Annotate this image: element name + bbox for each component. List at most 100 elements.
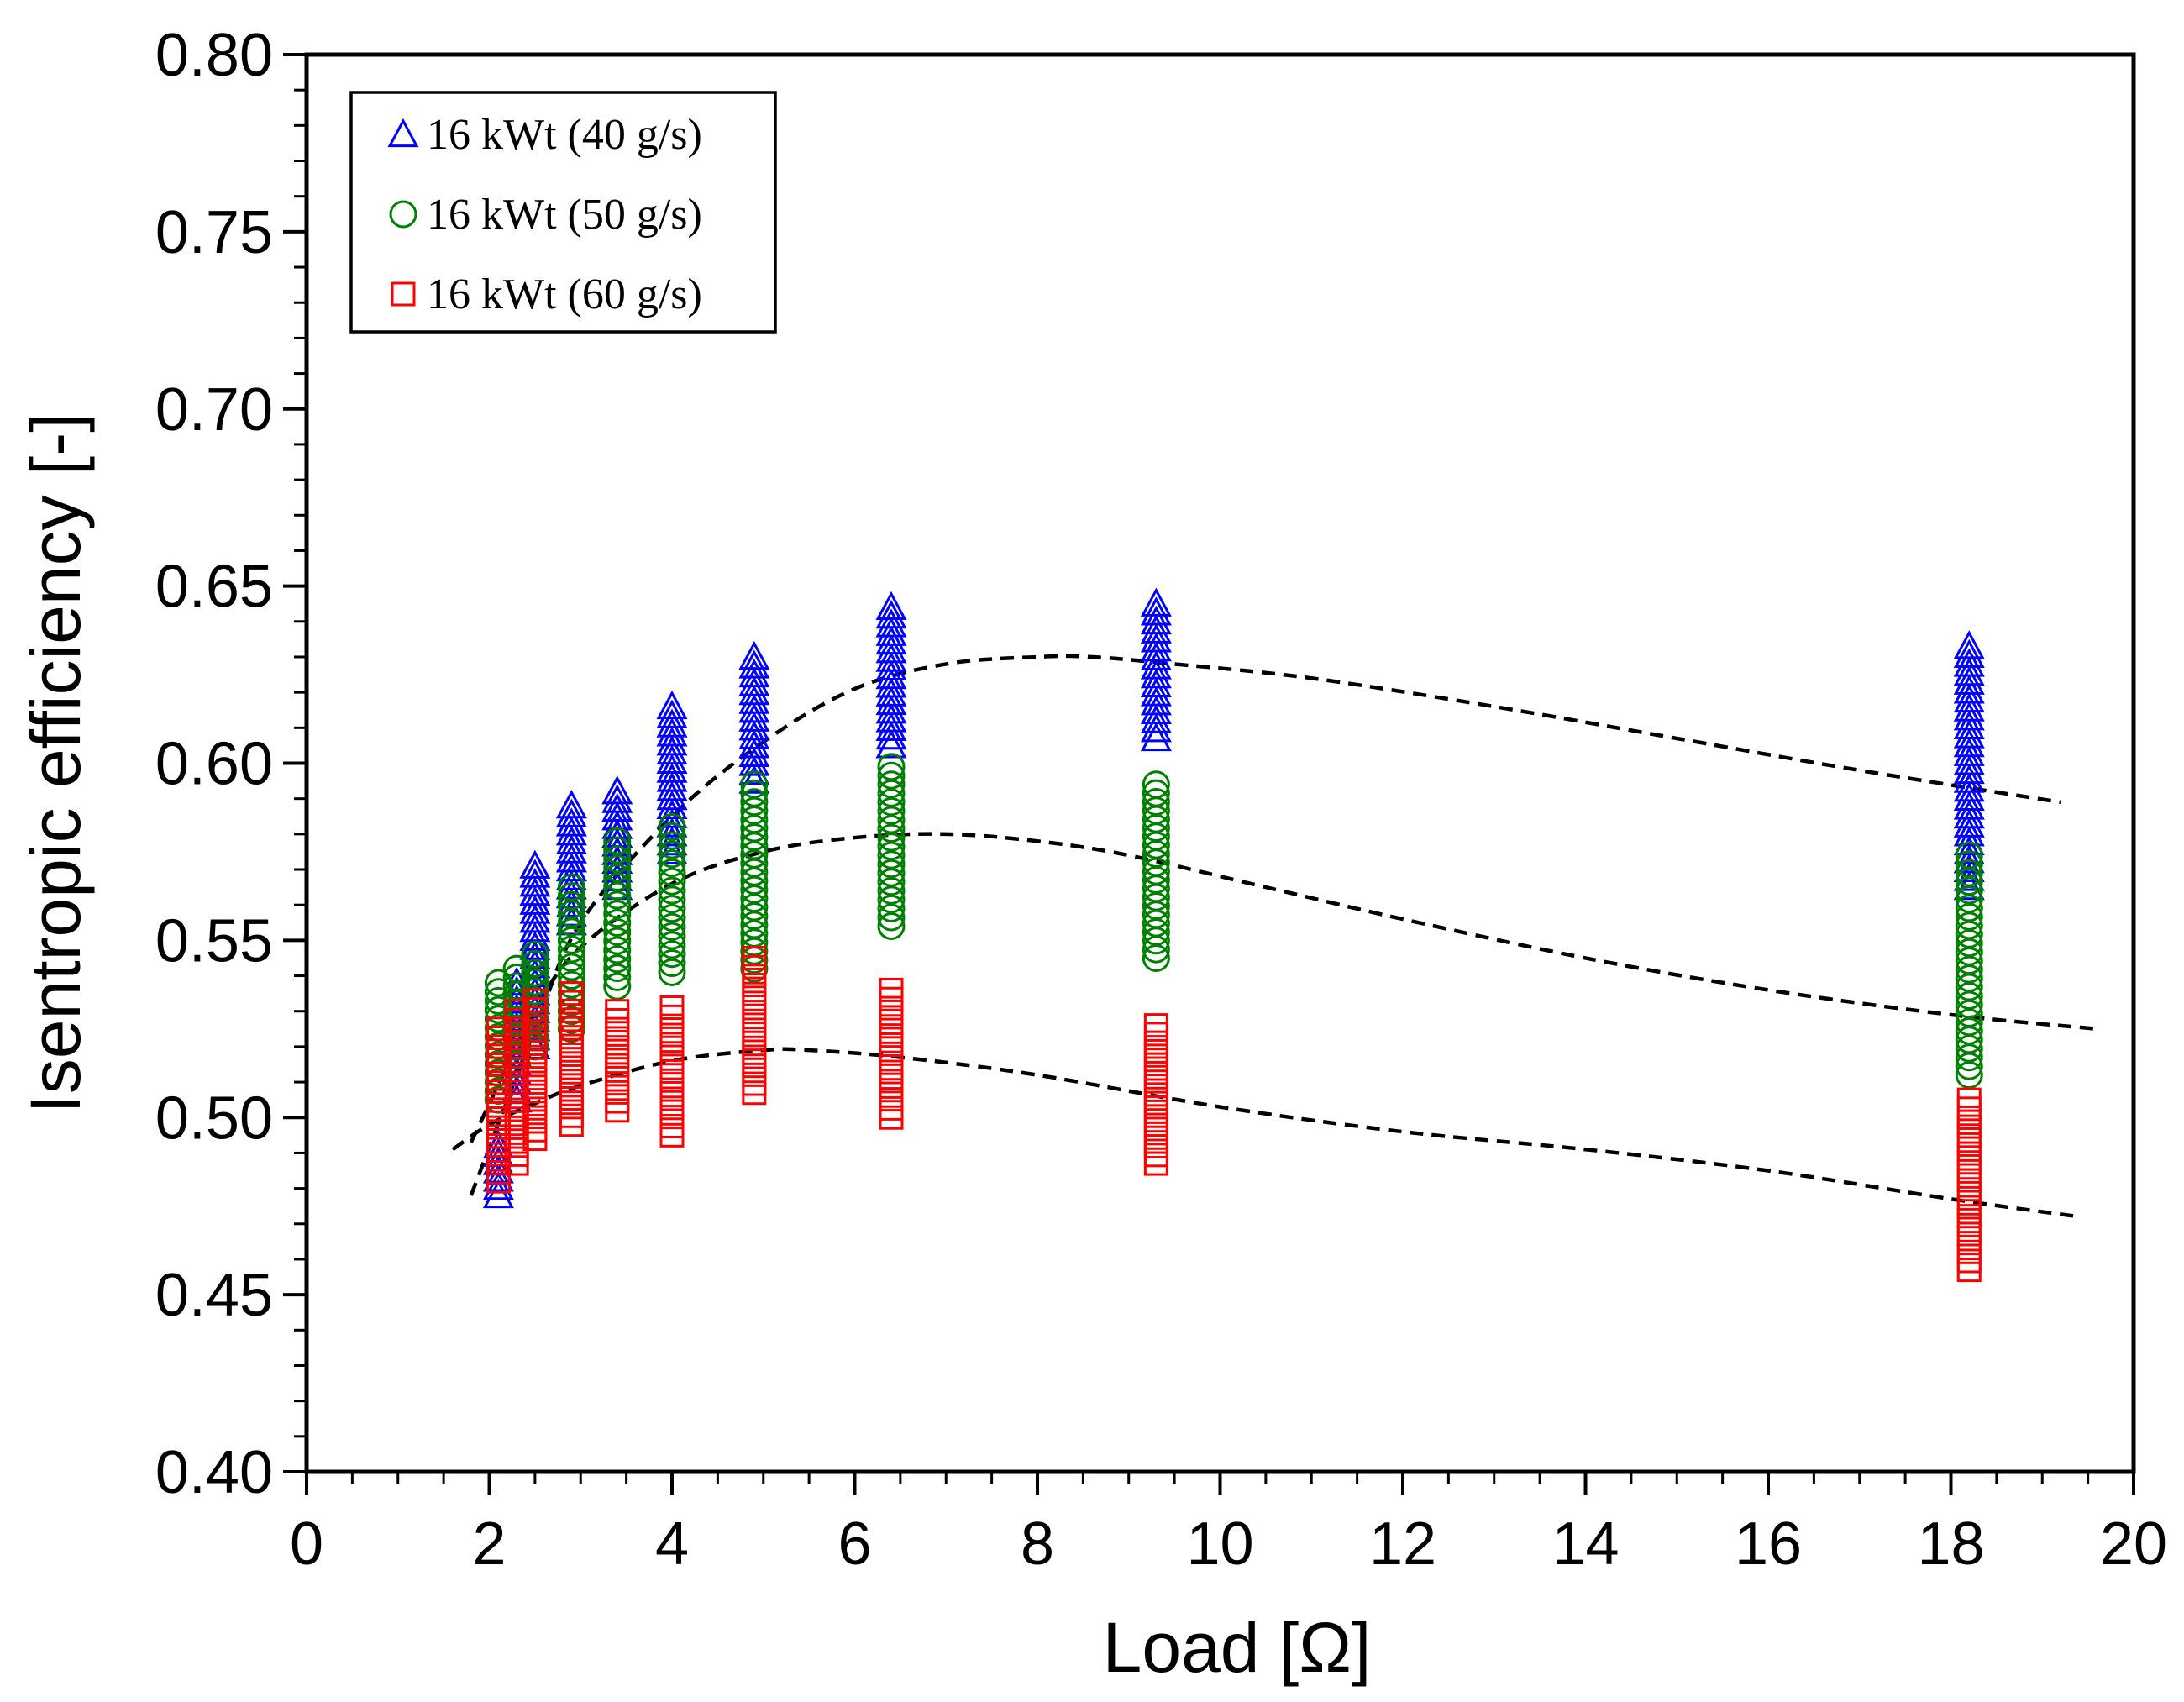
circle-marker bbox=[877, 903, 906, 932]
triangle-marker bbox=[875, 617, 907, 646]
triangle-marker bbox=[875, 608, 907, 638]
square-marker bbox=[1143, 1108, 1168, 1133]
circle-marker bbox=[603, 864, 632, 892]
triangle-marker bbox=[656, 717, 688, 747]
x-axis-title: Load [Ω] bbox=[1103, 1608, 1372, 1687]
triangle-marker bbox=[1953, 683, 1985, 713]
circle-marker bbox=[1955, 841, 1983, 869]
circle-marker bbox=[1955, 850, 1983, 879]
triangle-marker bbox=[1953, 817, 1985, 847]
circle-marker bbox=[502, 972, 531, 1001]
circle-marker bbox=[658, 812, 686, 841]
triangle-marker bbox=[519, 849, 551, 879]
fit-curves bbox=[451, 654, 2097, 1219]
triangle-marker bbox=[738, 685, 770, 714]
circle-marker bbox=[557, 997, 585, 1026]
circle-marker bbox=[557, 953, 585, 981]
circle-marker bbox=[877, 770, 906, 799]
x-tick-label: 20 bbox=[2100, 1510, 2167, 1578]
x-tick-label: 18 bbox=[1917, 1510, 1984, 1578]
y-tick-label: 0.50 bbox=[155, 1085, 273, 1152]
triangle-marker bbox=[555, 817, 587, 846]
circle-marker bbox=[877, 753, 906, 781]
triangle-marker bbox=[1140, 605, 1172, 635]
circle-marker bbox=[658, 849, 686, 878]
legend-entry-label: 16 kWt (50 g/s) bbox=[427, 191, 702, 239]
series-square bbox=[486, 945, 1982, 1283]
triangle-marker bbox=[738, 640, 770, 670]
triangle-marker bbox=[738, 675, 770, 706]
circle-marker bbox=[740, 770, 769, 799]
triangle-marker bbox=[1953, 808, 1985, 838]
triangle-marker bbox=[738, 649, 770, 679]
circle-marker bbox=[658, 822, 686, 850]
triangle-marker bbox=[1140, 623, 1172, 653]
triangle-marker bbox=[875, 625, 907, 655]
square-marker bbox=[659, 995, 685, 1021]
triangle-marker bbox=[1140, 695, 1172, 725]
square-marker bbox=[1143, 1056, 1168, 1081]
triangle-marker bbox=[519, 859, 551, 888]
circle-marker bbox=[521, 949, 549, 978]
circle-marker bbox=[877, 823, 906, 852]
circle-marker bbox=[502, 954, 531, 983]
legend-entry-label: 16 kWt (60 g/s) bbox=[427, 271, 702, 318]
triangle-marker bbox=[875, 634, 907, 664]
triangle-marker bbox=[1953, 657, 1985, 686]
circle-marker bbox=[877, 841, 906, 869]
square-marker bbox=[1143, 1013, 1168, 1038]
circle-marker bbox=[603, 972, 632, 1001]
triangle-marker bbox=[1953, 853, 1985, 882]
square-marker bbox=[1143, 1116, 1168, 1142]
triangle-marker bbox=[519, 876, 551, 906]
triangle-marker bbox=[1140, 659, 1172, 689]
circle-marker bbox=[877, 912, 906, 941]
circle-marker bbox=[877, 833, 906, 861]
triangle-marker bbox=[1953, 754, 1985, 785]
square-marker bbox=[1143, 1143, 1168, 1168]
series-triangle bbox=[482, 587, 1985, 1209]
triangle-marker bbox=[555, 798, 587, 827]
triangle-marker bbox=[1140, 677, 1172, 707]
x-tick-label: 0 bbox=[290, 1510, 323, 1578]
circle-marker bbox=[658, 949, 686, 978]
triangle-marker bbox=[656, 708, 688, 738]
triangle-marker bbox=[601, 784, 633, 813]
circle-marker bbox=[603, 827, 632, 855]
circle-marker bbox=[603, 881, 632, 910]
square-marker bbox=[1956, 1087, 1982, 1112]
circle-marker bbox=[603, 954, 632, 983]
circle-marker bbox=[603, 836, 632, 864]
x-tick-label: 12 bbox=[1369, 1510, 1436, 1578]
triangle-marker bbox=[1140, 641, 1172, 670]
circle-marker bbox=[557, 900, 585, 928]
y-tick-label: 0.80 bbox=[155, 22, 273, 89]
circle-marker bbox=[557, 873, 585, 901]
x-tick-label: 2 bbox=[472, 1510, 506, 1578]
triangle-marker bbox=[519, 904, 551, 933]
triangle-marker bbox=[1140, 614, 1172, 644]
triangle-marker bbox=[656, 699, 688, 728]
triangle-marker bbox=[1953, 692, 1985, 722]
circle-marker bbox=[877, 876, 906, 905]
triangle-marker bbox=[1140, 650, 1172, 680]
triangle-marker bbox=[1953, 701, 1985, 731]
triangle-marker bbox=[1140, 722, 1172, 752]
triangle-marker bbox=[555, 843, 587, 873]
triangle-marker bbox=[1140, 587, 1172, 617]
triangle-marker bbox=[738, 694, 770, 723]
triangle-marker bbox=[656, 690, 688, 720]
data-markers bbox=[482, 587, 1985, 1283]
circle-marker bbox=[658, 895, 686, 923]
y-axis-title: Isentropic efficiency [-] bbox=[16, 412, 95, 1113]
triangle-marker bbox=[601, 792, 633, 822]
triangle-marker bbox=[555, 825, 587, 855]
triangle-marker bbox=[875, 660, 907, 690]
circle-marker bbox=[658, 867, 686, 896]
triangle-marker bbox=[656, 754, 688, 783]
triangle-marker bbox=[519, 922, 551, 951]
circle-marker bbox=[877, 885, 906, 914]
triangle-marker bbox=[555, 861, 587, 890]
triangle-marker bbox=[1953, 719, 1985, 749]
